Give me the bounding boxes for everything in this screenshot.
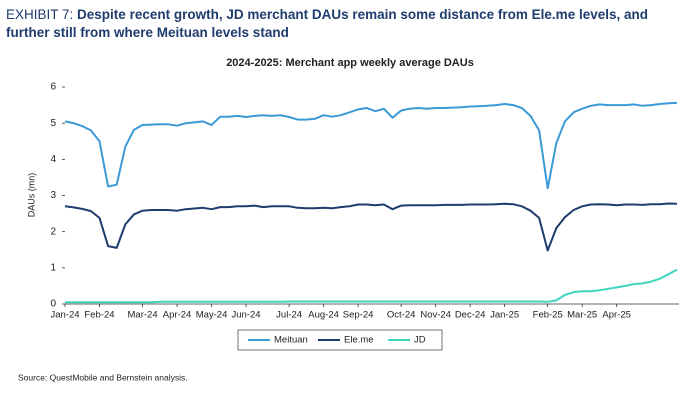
y-tick-label: 0 (50, 299, 56, 310)
y-tick-label: 3 (50, 190, 56, 201)
x-tick-label: Nov-24 (420, 310, 451, 321)
x-tick-label: Mar-25 (567, 310, 597, 321)
y-axis-label: DAUs (mn) (26, 173, 36, 218)
x-tick-label: Mar-24 (128, 310, 158, 321)
x-tick-label: Oct-24 (387, 310, 416, 321)
line-series (65, 268, 678, 304)
x-tick-label: Dec-24 (455, 310, 486, 321)
x-tick-label: Apr-24 (163, 310, 192, 321)
x-tick-label: Jun-24 (231, 310, 260, 321)
x-tick-label: Jul-24 (276, 310, 302, 321)
headline: Despite recent growth, JD merchant DAUs … (6, 7, 648, 40)
y-tick-label: 1 (50, 262, 56, 273)
y-tick-label: 6 (50, 82, 56, 93)
line-series (64, 202, 678, 252)
x-tick-label: Aug-24 (308, 310, 339, 321)
x-tick-label: Apr-25 (602, 310, 631, 321)
line-series (64, 101, 678, 190)
x-tick-label: Feb-25 (533, 310, 563, 321)
x-tick-label: Jan-25 (490, 310, 519, 321)
header: EXHIBIT 7: Despite recent growth, JD mer… (6, 6, 686, 42)
y-tick-label: 2 (50, 226, 56, 237)
legend-label: JD (414, 335, 426, 346)
legend-box (237, 329, 443, 351)
x-tick-label: Jan-24 (50, 310, 79, 321)
source: Source: QuestMobile and Bernstein analys… (18, 372, 188, 382)
legend-label: Ele.me (344, 335, 374, 346)
x-tick-label: May-24 (196, 310, 228, 321)
x-tick-label: Feb-24 (84, 310, 114, 321)
exhibit-label: EXHIBIT 7: (6, 7, 74, 22)
x-tick-label: Sep-24 (343, 310, 374, 321)
y-tick-label: 4 (50, 154, 56, 165)
y-tick-label: 5 (50, 118, 56, 129)
chart-title: 2024-2025: Merchant app weekly average D… (226, 57, 474, 69)
legend-label: Meituan (274, 335, 308, 346)
